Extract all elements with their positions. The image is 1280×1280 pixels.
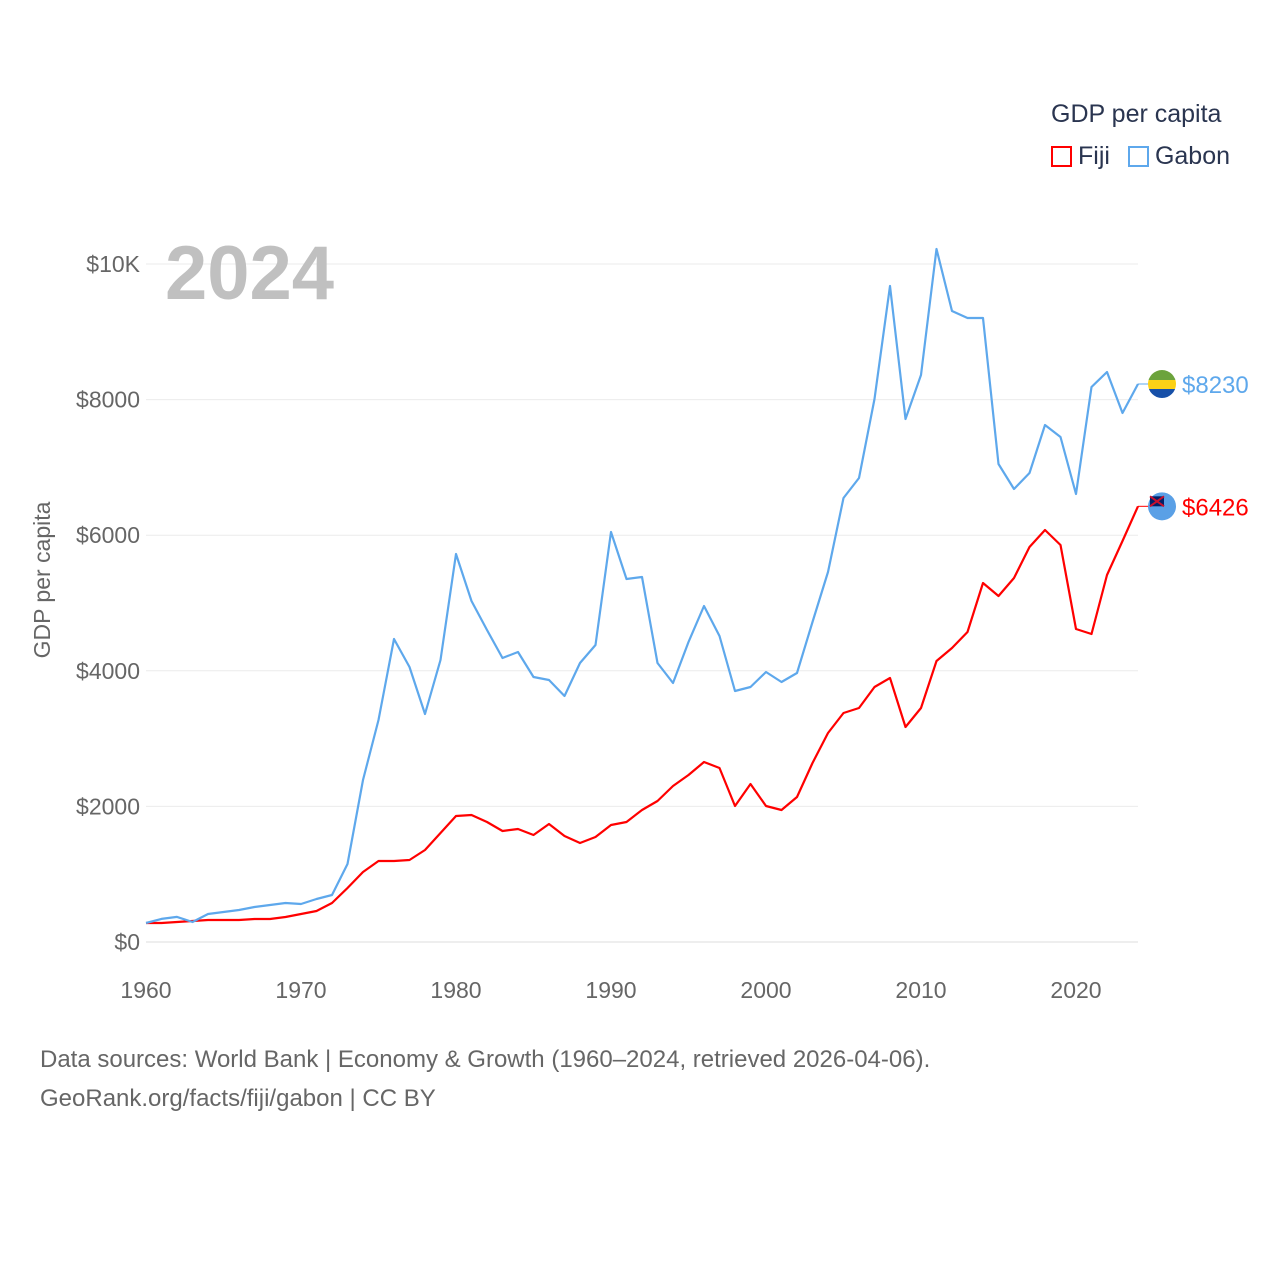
series-line-gabon [145, 247, 1139, 925]
source-text: Data sources: World Bank | Economy & Gro… [40, 1046, 931, 1073]
y-tick-label: $10K [86, 251, 140, 277]
x-tick-label: 1990 [585, 977, 636, 1003]
flag-gabon-icon [1148, 370, 1176, 381]
end-value-label-fiji: $6426 [1182, 494, 1249, 521]
flag-gabon-icon [1148, 380, 1176, 390]
y-tick-label: $4000 [76, 658, 140, 684]
attribution-text: GeoRank.org/facts/fiji/gabon | CC BY [40, 1085, 436, 1112]
legend-item-fiji[interactable]: Fiji [1051, 142, 1110, 171]
x-tick-label: 2000 [740, 977, 791, 1003]
legend-item-gabon[interactable]: Gabon [1127, 142, 1230, 171]
x-tick-label: 2010 [895, 977, 946, 1003]
y-tick-label: $2000 [76, 793, 140, 819]
legend: Fiji Gabon [1051, 142, 1248, 171]
flag-gabon-icon [1148, 389, 1176, 399]
legend-title: GDP per capita [1051, 100, 1222, 128]
x-tick-label: 1960 [120, 977, 171, 1003]
legend-label-fiji: Fiji [1078, 142, 1110, 170]
flag-fiji-icon [1149, 495, 1165, 508]
y-tick-label: $8000 [76, 387, 140, 413]
x-tick-label: 1970 [275, 977, 326, 1003]
legend-swatch-gabon [1127, 146, 1149, 167]
x-tick-label: 2020 [1050, 977, 1101, 1003]
series-line-fiji [146, 505, 1140, 925]
legend-label-gabon: Gabon [1154, 142, 1230, 170]
end-value-label-gabon: $8230 [1182, 372, 1249, 399]
y-axis-label: GDP per capita [29, 501, 55, 658]
year-label: 2024 [165, 231, 335, 316]
y-tick-label: $6000 [76, 522, 140, 548]
y-tick-label: $0 [114, 929, 140, 955]
x-tick-label: 1980 [430, 977, 481, 1003]
legend-swatch-fiji [1051, 146, 1072, 167]
